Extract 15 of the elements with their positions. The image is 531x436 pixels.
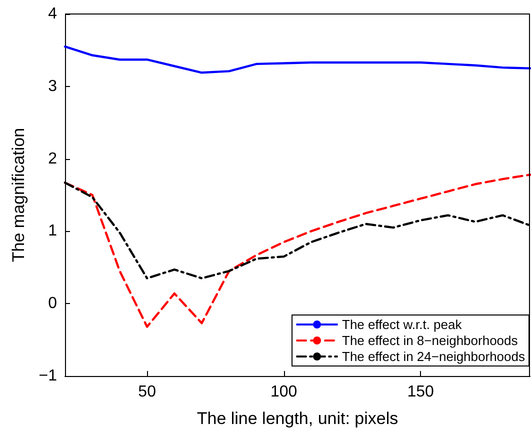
legend-label: The effect in 8−neighborhoods — [342, 333, 518, 348]
x-tick-label: 150 — [407, 384, 434, 400]
y-tick-label: 1 — [48, 222, 58, 240]
legend-label: The effect in 24−neighborhoods — [342, 349, 526, 364]
y-tick-label: 2 — [48, 150, 58, 168]
y-tick-label: 0 — [48, 295, 58, 312]
y-tick-label: 3 — [48, 78, 58, 95]
x-tick-label: 100 — [270, 384, 298, 400]
y-tick-label: 4 — [48, 6, 58, 22]
x-tick-label: 50 — [138, 384, 156, 400]
y-axis-title: The magnification — [9, 128, 28, 262]
y-tick-label: −1 — [38, 368, 58, 384]
legend-label: The effect w.r.t. peak — [342, 317, 462, 332]
x-axis-title: The line length, unit: pixels — [196, 409, 398, 428]
line-series — [64, 45, 531, 74]
